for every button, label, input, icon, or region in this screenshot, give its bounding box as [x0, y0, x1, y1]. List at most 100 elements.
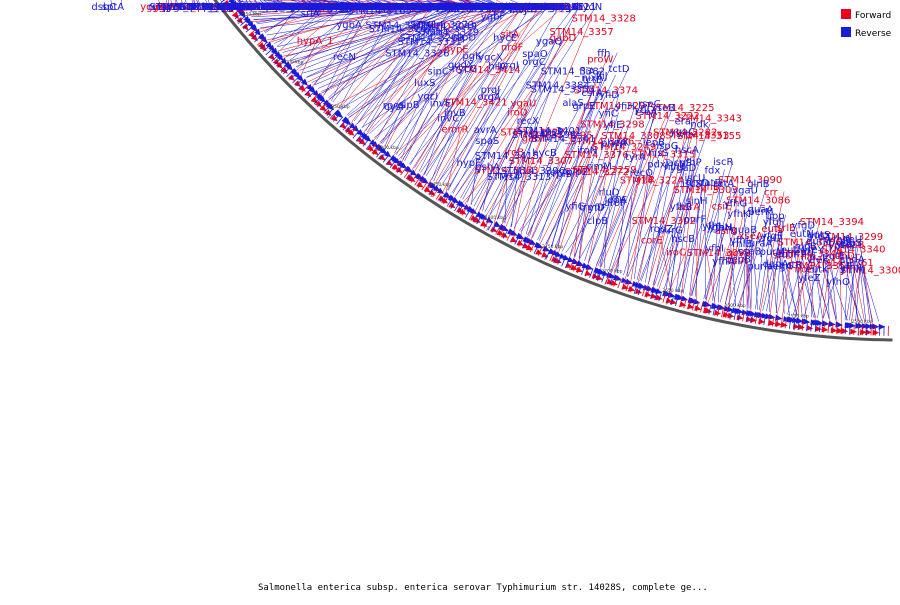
gene-label: guaB — [731, 225, 757, 236]
gene-connector — [618, 199, 625, 273]
gene-arrow — [873, 330, 880, 336]
gene-arrow — [829, 321, 836, 327]
gene-label: ratB — [700, 178, 721, 189]
gene-label: nlpD — [453, 33, 476, 44]
gene-label: tctD — [609, 64, 630, 75]
gene-arrow — [294, 80, 301, 87]
gene-label: luxS — [414, 78, 435, 89]
tick-label: 2550 kbp — [788, 314, 809, 320]
gene-label: ygbF — [481, 12, 506, 23]
gene-label: corE — [641, 235, 663, 246]
tick-label: 2600 kbp — [724, 303, 745, 309]
gene-label: pgK — [462, 51, 482, 62]
gene-label: era — [675, 116, 691, 127]
gene-label: tyrA — [625, 152, 646, 163]
gene-label: spaO — [522, 49, 548, 60]
gene-label: ygaQ — [536, 37, 562, 48]
legend-label-forward: Forward — [855, 11, 891, 21]
gene-label: fdx — [705, 166, 721, 177]
gene-label: shdA — [840, 254, 865, 265]
gene-label: yfgC — [757, 234, 780, 245]
tick-label: 2750 kbp — [542, 244, 563, 250]
gene-label: invB — [444, 108, 466, 119]
tick-label: 2950 kbp — [328, 104, 349, 110]
gene-label: orgA — [478, 92, 501, 103]
gene-label: clpB — [587, 216, 609, 227]
track-segment — [701, 303, 703, 313]
tick-label: 3000 kbp — [282, 60, 303, 66]
gene-label: cysH — [419, 26, 443, 37]
gene-label: hypA_1 — [297, 36, 334, 47]
gene-label: grpE — [572, 101, 595, 112]
gene-label: rpsP — [541, 127, 563, 138]
gene-arrow — [815, 326, 822, 332]
gene-label: invJ — [509, 5, 527, 16]
gene-label: ygbA — [336, 20, 362, 31]
legend-label-reverse: Reverse — [855, 29, 892, 39]
gene-label: hscA — [675, 145, 699, 156]
gene-label: prfB — [190, 2, 211, 13]
gene-label: yfiD — [599, 90, 619, 101]
gene-arrow — [769, 320, 776, 326]
gene-label: yfhI — [705, 244, 724, 255]
gene-label: iroC — [666, 247, 686, 258]
gene-label: nixA — [582, 73, 604, 84]
gene-label: hycB — [532, 148, 557, 159]
gene-label: yfhH — [709, 223, 732, 234]
gene-label: sipC — [428, 67, 449, 78]
gene-label: rimM — [587, 161, 612, 172]
track-segment — [858, 325, 859, 335]
gene-label: sinH — [686, 196, 708, 207]
gene-label: emrR — [442, 124, 469, 135]
tick-label: 2850 kbp — [430, 182, 451, 188]
gene-label: rplS — [552, 169, 572, 180]
gene-label: rseA — [635, 107, 657, 118]
track-segment — [854, 325, 855, 335]
gene-label: hscB — [671, 234, 695, 245]
tick-label: 2500 kbp — [852, 319, 873, 325]
gene-connector — [851, 269, 860, 326]
caption: Salmonella enterica subsp. enterica sero… — [258, 583, 708, 593]
gene-label: yfgF — [763, 217, 785, 228]
gene-label: yfiH — [615, 102, 635, 113]
legend: Forward Reverse — [841, 9, 892, 39]
gene-label: ygaE — [559, 2, 584, 13]
gene-label: hycD — [497, 170, 523, 181]
gene-label: yfhG — [724, 199, 748, 210]
gene-label: eutR — [779, 260, 802, 271]
gene-label: yfeZ — [798, 273, 821, 284]
gene-label: recX — [517, 116, 540, 127]
gene-label: ygaU — [732, 185, 758, 196]
tick-label: 2650 kbp — [662, 288, 683, 294]
gene-label: yfiG — [565, 201, 585, 212]
tick-label: 2900 kbp — [378, 145, 399, 151]
gene-label: ffh — [597, 49, 610, 60]
gene-arrow — [288, 74, 295, 81]
gene-label: srlA — [301, 9, 320, 20]
gene-label: STM14_3169 — [348, 6, 412, 17]
gene-arrow — [841, 328, 848, 334]
gene-label: yfiE — [604, 120, 623, 131]
gene-label: pheA — [601, 138, 627, 149]
gene-label: yfhS — [840, 238, 862, 249]
gene-arrow — [775, 321, 782, 327]
gene-label: yfhO — [826, 277, 850, 288]
track-segment — [337, 117, 344, 125]
track-segment — [353, 131, 359, 139]
gene-label: ygaC — [670, 127, 695, 138]
gene-label: yfeK — [807, 255, 830, 266]
gene-connector — [530, 131, 562, 236]
legend-swatch-forward — [841, 9, 851, 19]
gene-connector — [574, 171, 585, 263]
gene-label: iroN — [577, 146, 597, 157]
gene-label: sptA — [102, 2, 124, 13]
gene-label: STM14_3326 — [385, 49, 449, 60]
gene-label: prgI — [499, 60, 519, 71]
gene-label: spaS — [475, 136, 499, 147]
gene-label: hycG — [452, 64, 478, 75]
gene-label: hycE — [493, 33, 517, 44]
gene-label: avrA — [474, 125, 497, 136]
